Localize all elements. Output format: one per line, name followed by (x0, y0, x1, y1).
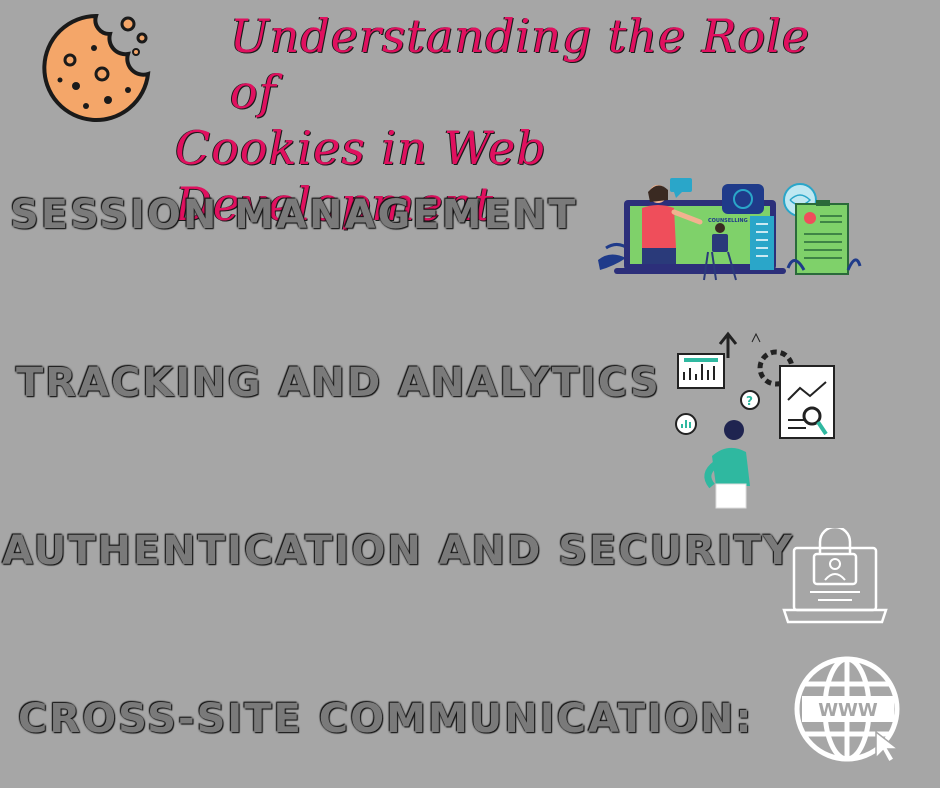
page-title: Understanding the Role of Cookies in Web… (175, 8, 815, 232)
heading-session-management: SESSION MANAGEMENT (10, 192, 578, 238)
www-label: WWW (818, 700, 878, 721)
analytics-person-illustration: ? (675, 331, 835, 509)
heading-cross-site-communication: CROSS-SITE COMMUNICATION: (18, 696, 754, 742)
laptop-lock-icon (782, 528, 888, 624)
svg-text:?: ? (746, 394, 753, 408)
heading-authentication-security: AUTHENTICATION AND SECURITY (2, 528, 795, 574)
cookie-icon (42, 13, 151, 122)
globe-www-icon: WWW (794, 656, 901, 764)
counselling-session-caption: COUNSELLING SESSION (708, 218, 774, 224)
title-line-1: Understanding the Role of (230, 9, 811, 119)
title-line-2: Cookies in Web Development (175, 121, 547, 231)
heading-tracking-analytics: TRACKING AND ANALYTICS (16, 360, 661, 406)
counselling-session-illustration: COUNSELLING SESSION (598, 178, 862, 281)
